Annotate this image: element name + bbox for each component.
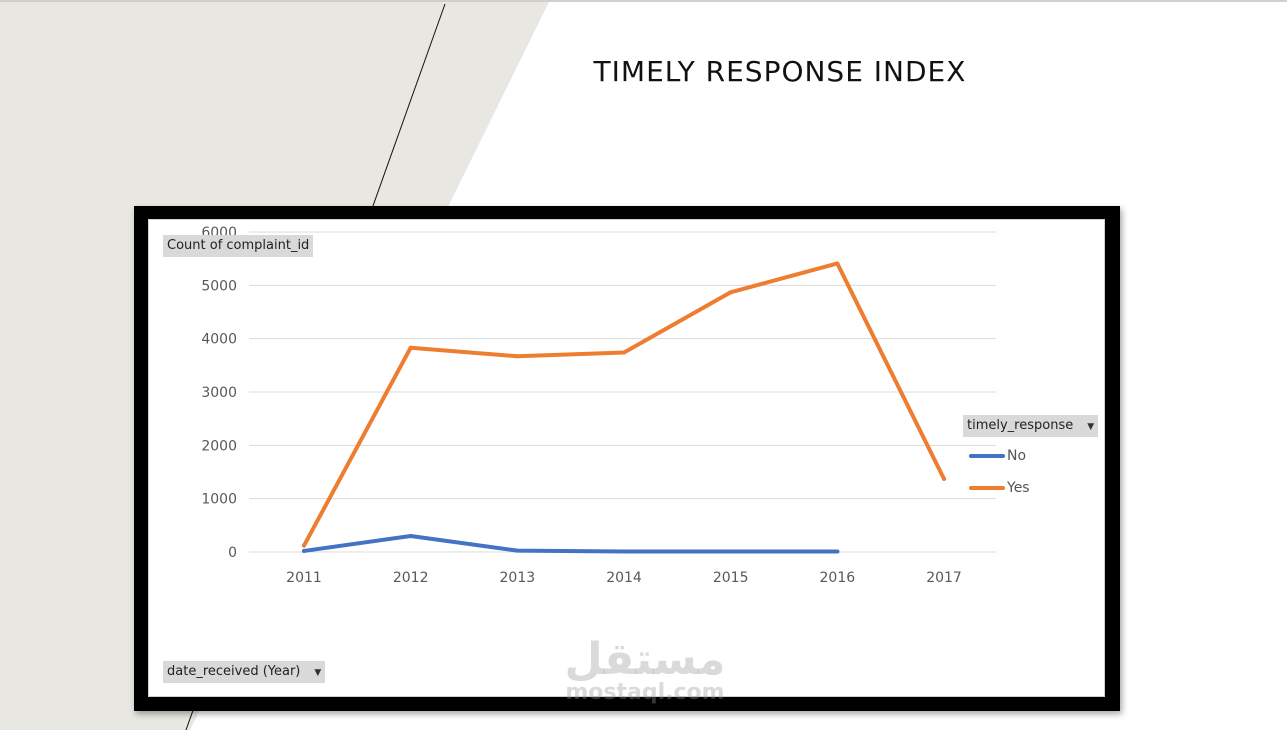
x-tick-label: 2016 <box>820 570 856 586</box>
chart-area[interactable]: 0 1000 2000 3000 4000 5000 6000 2011 2012 2013 201… <box>148 219 1105 697</box>
data-point-yes <box>942 476 947 481</box>
chart-frame: 0 1000 2000 3000 4000 5000 6000 2011 2012 2013 201… <box>134 206 1120 711</box>
x-tick-label: 2017 <box>926 570 962 586</box>
legend-field-label: timely_response <box>967 418 1074 433</box>
data-point-no <box>302 548 306 553</box>
x-tick-label: 2011 <box>286 570 322 586</box>
legend-item-no: No <box>969 448 1026 464</box>
chevron-down-icon[interactable]: ▼ <box>314 668 322 678</box>
axis-field-label: date_received (Year) <box>167 664 301 679</box>
legend-label-yes: Yes <box>1007 480 1030 496</box>
y-tick-label: 0 <box>228 545 237 561</box>
watermark: مستقل mostaql.com <box>560 638 730 704</box>
data-point-no <box>408 534 413 538</box>
value-field-button[interactable]: Count of complaint_id <box>163 235 314 257</box>
data-point-no <box>835 549 840 554</box>
y-tick-label: 2000 <box>201 438 237 454</box>
series-line-no <box>302 534 840 554</box>
y-tick-label: 4000 <box>201 332 237 348</box>
legend-item-yes: Yes <box>969 480 1030 496</box>
data-point-yes <box>302 543 306 548</box>
data-point-no <box>622 549 627 554</box>
x-tick-label: 2012 <box>393 570 429 586</box>
x-tick-label: 2015 <box>713 570 749 586</box>
data-point-yes <box>408 345 413 350</box>
series-line-yes <box>302 261 947 548</box>
axis-field-button[interactable]: date_received (Year) ▼ <box>163 661 326 683</box>
slide-title: TIMELY RESPONSE INDEX <box>593 55 967 88</box>
data-point-yes <box>728 290 733 295</box>
data-point-no <box>728 549 733 554</box>
x-tick-label: 2013 <box>500 570 536 586</box>
watermark-latin: mostaql.com <box>565 680 725 705</box>
slide-top-border <box>0 0 1287 2</box>
y-tick-label: 5000 <box>201 278 237 294</box>
chevron-down-icon[interactable]: ▼ <box>1087 422 1095 432</box>
value-field-label: Count of complaint_id <box>167 238 310 253</box>
data-point-yes <box>622 350 627 355</box>
data-point-yes <box>515 354 520 359</box>
legend-field-button[interactable]: timely_response ▼ <box>963 415 1099 437</box>
y-tick-label: 3000 <box>201 385 237 401</box>
legend-label-no: No <box>1007 448 1027 464</box>
watermark-arabic: مستقل <box>564 634 726 685</box>
data-point-yes <box>835 261 840 266</box>
y-tick-label: 1000 <box>201 492 237 508</box>
x-tick-label: 2014 <box>606 570 642 586</box>
data-point-no <box>515 548 520 553</box>
legend-swatch-yes <box>969 486 1005 490</box>
legend-swatch-no <box>969 454 1005 458</box>
